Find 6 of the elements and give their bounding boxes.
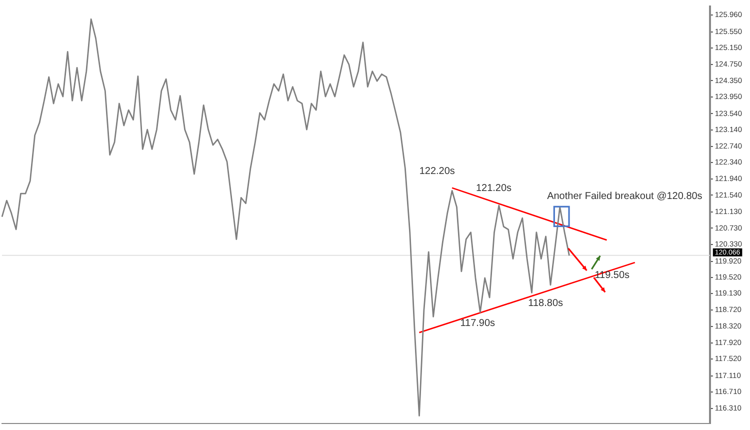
annotation: 122.20s xyxy=(419,166,455,177)
annotation: 119.50s xyxy=(594,270,630,281)
annotation: Another Failed breakout @120.80s xyxy=(547,190,702,202)
annotation: 118.80s xyxy=(528,298,563,309)
annotation: 117.90s xyxy=(460,318,496,329)
annotation: 121.20s xyxy=(476,182,512,194)
